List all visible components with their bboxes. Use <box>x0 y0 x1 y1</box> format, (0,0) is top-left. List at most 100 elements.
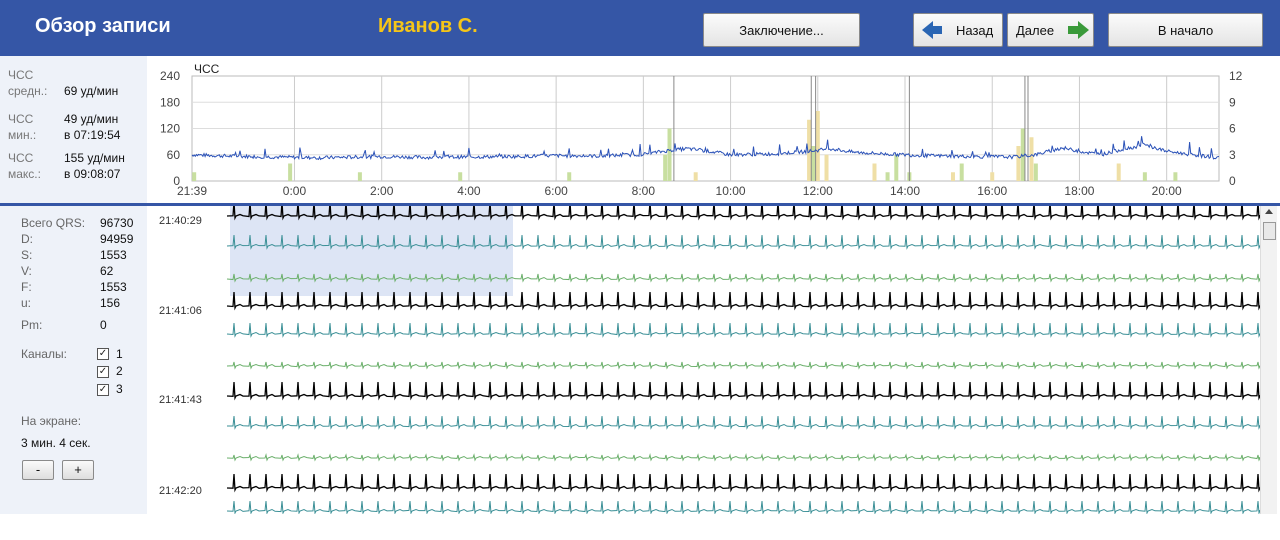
chart-ytick-label: 120 <box>160 122 180 136</box>
chart-xtick-label: 12:00 <box>803 184 833 198</box>
arrow-left-icon-tail <box>932 26 942 34</box>
qrs-s-label: S: <box>21 248 33 262</box>
chart-bar <box>693 172 698 181</box>
chart-bars-layer <box>192 111 1178 181</box>
ecg-time-3: 21:41:43 <box>159 394 202 406</box>
hr-max-value: 155 уд/мин <box>64 151 125 165</box>
zoom-out-button[interactable]: - <box>22 460 54 480</box>
zoom-in-label: + <box>74 462 82 477</box>
chart-hr-line <box>191 136 1220 161</box>
channel-3-label: 3 <box>116 382 123 396</box>
chart-bar <box>894 154 899 181</box>
chart-bar <box>807 119 812 181</box>
channel-1-label: 1 <box>116 347 123 361</box>
next-button[interactable]: Далее <box>1007 13 1094 47</box>
chart-bar <box>990 172 995 181</box>
chart-xtick-label: 8:00 <box>632 184 656 198</box>
hr-min-sublabel: мин.: <box>8 128 37 142</box>
zoom-out-label: - <box>35 462 41 477</box>
qrs-total-value: 96730 <box>100 216 134 230</box>
ecg-time-4: 21:42:20 <box>159 485 202 497</box>
chart-y2tick-label: 3 <box>1229 148 1236 162</box>
qrs-f-label: F: <box>21 280 32 294</box>
chart-bar <box>1173 172 1178 181</box>
page-title: Обзор записи <box>35 15 171 37</box>
ecg-trace <box>226 415 1260 430</box>
chart-xtick-label: 20:00 <box>1152 184 1182 198</box>
hr-max-time: в 09:08:07 <box>64 167 121 181</box>
ecg-trace <box>226 206 1260 221</box>
arrow-right-icon <box>1078 21 1090 39</box>
chart-y2tick-label: 9 <box>1229 95 1236 109</box>
ecg-trace <box>226 291 1260 311</box>
channel-1-checkbox[interactable]: ✓ <box>97 348 109 360</box>
chart-bar <box>824 154 829 181</box>
chart-bar <box>885 172 890 181</box>
home-button-label: В начало <box>1157 22 1214 38</box>
scroll-up-icon[interactable] <box>1265 209 1273 214</box>
qrs-f-value: 1553 <box>100 280 127 294</box>
zoom-in-button[interactable]: + <box>62 460 94 480</box>
arrow-left-icon <box>922 21 933 39</box>
qrs-u-value: 156 <box>100 296 121 310</box>
ecg-selection[interactable] <box>230 206 513 296</box>
ecg-trace <box>226 473 1260 493</box>
hr-stats-panel: ЧСС средн.: 69 уд/мин ЧСС 49 уд/мин мин.… <box>0 56 147 203</box>
home-button[interactable]: В начало <box>1108 13 1263 47</box>
channels-label: Каналы: <box>21 347 67 361</box>
chart-xtick-label: 10:00 <box>716 184 746 198</box>
chart-bar <box>1116 163 1121 181</box>
chart-bar <box>950 172 955 181</box>
chart-ytick-label: 240 <box>160 69 180 83</box>
hr-max-label: ЧСС <box>8 151 34 165</box>
qrs-pm-value: 0 <box>100 318 107 332</box>
ecg-trace <box>226 361 1260 370</box>
qrs-stats-panel: Всего QRS: 96730 D: 94959 S: 1553 V: 62 … <box>0 206 147 514</box>
hr-avg-sublabel: средн.: <box>8 84 48 98</box>
arrow-right-icon-tail <box>1068 26 1079 34</box>
ecg-trace <box>226 322 1260 338</box>
channel-2-label: 2 <box>116 364 123 378</box>
channel-3-checkbox[interactable]: ✓ <box>97 384 109 396</box>
chart-ylabel: ЧСС <box>194 62 220 76</box>
ecg-trace <box>226 453 1260 462</box>
chart-ytick-label: 60 <box>167 148 181 162</box>
chart-bar <box>815 111 820 181</box>
chart-bar <box>959 163 964 181</box>
back-button-label: Назад <box>956 22 994 38</box>
back-button[interactable]: Назад <box>913 13 1003 47</box>
chart-bar <box>1029 137 1034 181</box>
qrs-s-value: 1553 <box>100 248 127 262</box>
hr-min-time: в 07:19:54 <box>64 128 121 142</box>
chart-bar <box>1016 146 1021 181</box>
ecg-scrollbar[interactable] <box>1260 206 1277 514</box>
chart-bar <box>458 172 463 181</box>
chart-xtick-label: 21:39 <box>177 184 207 198</box>
ecg-trace <box>226 273 1260 283</box>
chart-xtick-label: 16:00 <box>977 184 1007 198</box>
channel-2-checkbox[interactable]: ✓ <box>97 366 109 378</box>
conclusion-button[interactable]: Заключение... <box>703 13 860 47</box>
chart-grid <box>191 75 1220 182</box>
hr-max-sublabel: макс.: <box>8 167 41 181</box>
chart-xtick-label: 0:00 <box>283 184 307 198</box>
hr-min-label: ЧСС <box>8 112 34 126</box>
qrs-pm-label: Pm: <box>21 318 43 332</box>
ecg-strip-view[interactable]: 21:40:29 21:41:06 21:41:43 21:42:20 <box>147 206 1260 514</box>
chart-xtick-label: 14:00 <box>890 184 920 198</box>
qrs-v-label: V: <box>21 264 32 278</box>
qrs-v-value: 62 <box>100 264 114 278</box>
chart-bar <box>288 163 293 181</box>
chart-xtick-label: 2:00 <box>370 184 394 198</box>
chart-markers-layer <box>673 76 1029 181</box>
hr-avg-label: ЧСС <box>8 68 34 82</box>
chart-xtick-label: 4:00 <box>457 184 481 198</box>
scroll-thumb[interactable] <box>1263 222 1276 240</box>
chart-y2tick-label: 6 <box>1229 122 1236 136</box>
chart-bar <box>1020 128 1025 181</box>
ecg-traces <box>226 206 1260 514</box>
ecg-trace <box>226 234 1260 250</box>
conclusion-button-label: Заключение... <box>739 22 824 38</box>
